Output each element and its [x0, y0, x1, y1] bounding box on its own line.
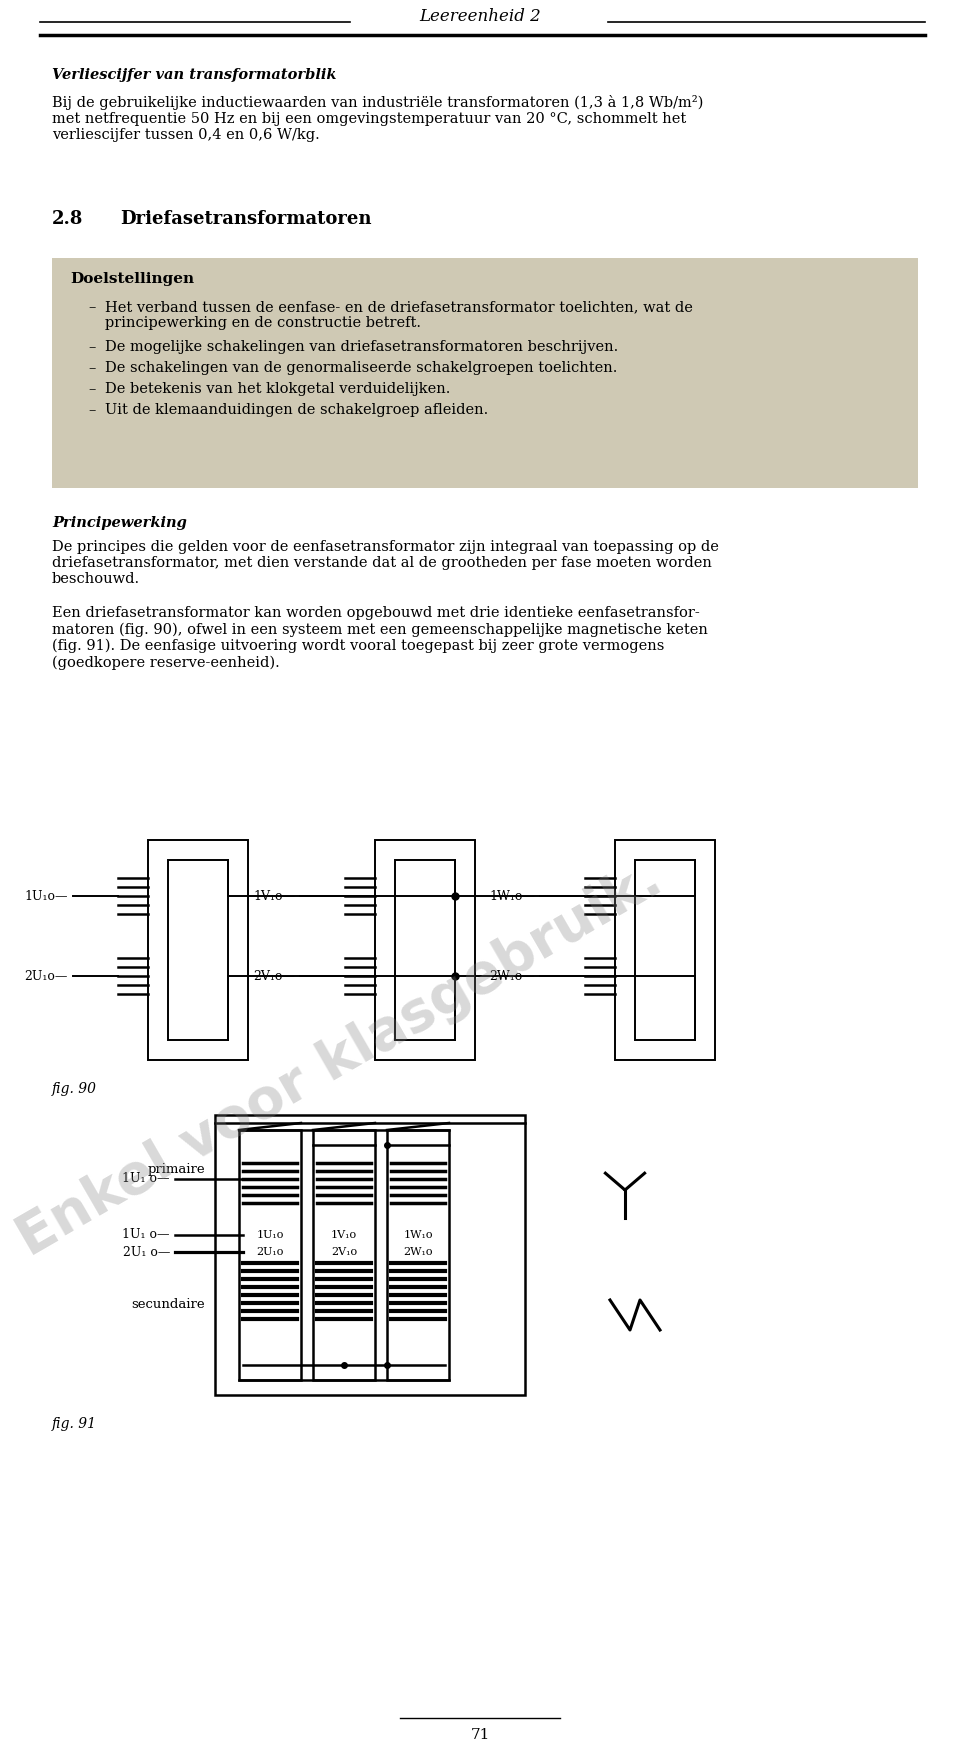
Bar: [215, 1115, 525, 1395]
Bar: [168, 860, 228, 1040]
Text: Verliescijfer van transformatorblik: Verliescijfer van transformatorblik: [52, 68, 337, 82]
Text: De mogelijke schakelingen van driefasetransformatoren beschrijven.: De mogelijke schakelingen van driefasetr…: [105, 341, 618, 355]
Text: Principewerking: Principewerking: [52, 516, 187, 530]
Text: Een driefasetransformator kan worden opgebouwd met drie identieke eenfasetransfo: Een driefasetransformator kan worden opg…: [52, 607, 708, 669]
Text: 2U₁o—: 2U₁o—: [25, 970, 68, 982]
Bar: [148, 841, 248, 1059]
Text: Het verband tussen de eenfase- en de driefasetransformator toelichten, wat de
pr: Het verband tussen de eenfase- en de dri…: [105, 301, 693, 330]
Text: 2V₁o—: 2V₁o—: [253, 970, 295, 982]
Text: 1W₁o: 1W₁o: [403, 1231, 433, 1239]
Text: fig. 91: fig. 91: [52, 1418, 97, 1432]
Text: 1U₁o: 1U₁o: [256, 1231, 284, 1239]
Text: 2W₁o: 2W₁o: [403, 1246, 433, 1257]
Text: Enkel voor klasgebruik.: Enkel voor klasgebruik.: [9, 853, 672, 1267]
Text: 1U₁ o—: 1U₁ o—: [123, 1229, 170, 1241]
Text: 1V₁o—: 1V₁o—: [253, 890, 295, 902]
Text: De principes die gelden voor de eenfasetransformator zijn integraal van toepassi: De principes die gelden voor de eenfaset…: [52, 540, 719, 586]
Text: 1U₁o—: 1U₁o—: [25, 890, 68, 902]
Text: –: –: [88, 341, 95, 355]
Text: Uit de klemaanduidingen de schakelgroep afleiden.: Uit de klemaanduidingen de schakelgroep …: [105, 404, 489, 418]
Text: 2U₁o: 2U₁o: [256, 1246, 284, 1257]
Bar: [239, 1129, 301, 1379]
Bar: [375, 841, 475, 1059]
Text: 1U₁ o—: 1U₁ o—: [123, 1173, 170, 1185]
Text: 1V₁o: 1V₁o: [331, 1231, 357, 1239]
Bar: [615, 841, 715, 1059]
Text: 2.8: 2.8: [52, 210, 84, 227]
Bar: [395, 860, 455, 1040]
Bar: [635, 860, 695, 1040]
Text: 2U₁ o—: 2U₁ o—: [123, 1246, 170, 1259]
Text: –: –: [88, 301, 95, 315]
Bar: [313, 1129, 375, 1379]
Text: –: –: [88, 404, 95, 418]
Text: Driefasetransformatoren: Driefasetransformatoren: [120, 210, 372, 227]
Text: Leereenheid 2: Leereenheid 2: [420, 9, 540, 24]
Text: –: –: [88, 383, 95, 397]
Text: Bij de gebruikelijke inductiewaarden van industriële transformatoren (1,3 à 1,8 : Bij de gebruikelijke inductiewaarden van…: [52, 94, 704, 142]
Text: 71: 71: [470, 1729, 490, 1743]
Text: primaire: primaire: [148, 1164, 205, 1176]
Bar: [387, 1129, 449, 1379]
Text: De schakelingen van de genormaliseerde schakelgroepen toelichten.: De schakelingen van de genormaliseerde s…: [105, 362, 617, 376]
Text: secundaire: secundaire: [132, 1299, 205, 1311]
Text: Doelstellingen: Doelstellingen: [70, 273, 194, 287]
Text: –: –: [88, 362, 95, 376]
Text: 2W₁o—: 2W₁o—: [490, 970, 535, 982]
Text: fig. 90: fig. 90: [52, 1082, 97, 1096]
Bar: [52, 259, 918, 488]
Text: 2V₁o: 2V₁o: [331, 1246, 357, 1257]
Text: De betekenis van het klokgetal verduidelijken.: De betekenis van het klokgetal verduidel…: [105, 383, 450, 397]
Text: 1W₁o—: 1W₁o—: [490, 890, 535, 902]
